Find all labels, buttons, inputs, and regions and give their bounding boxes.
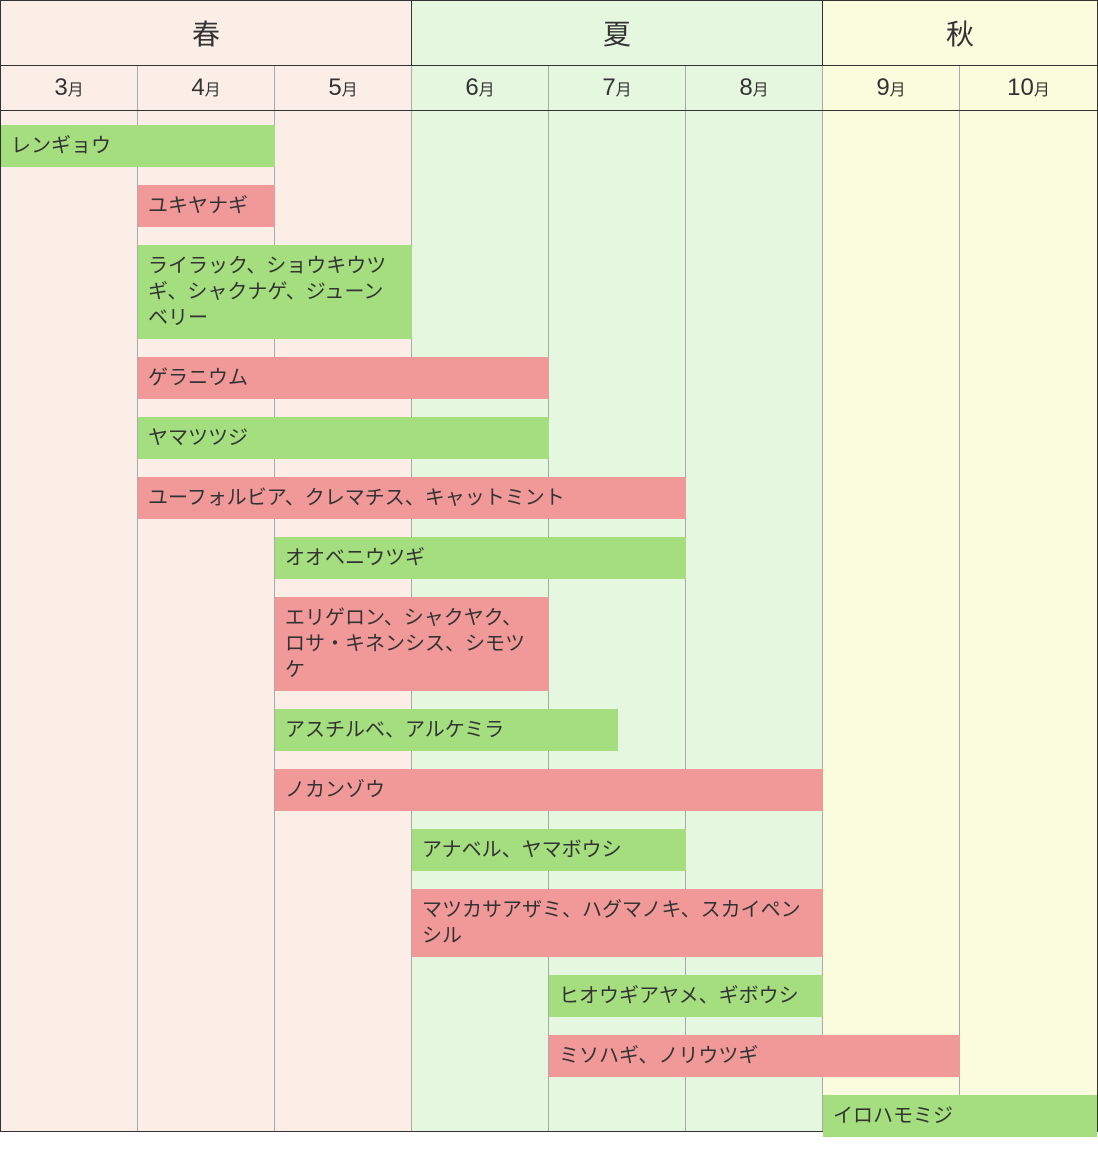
season-header-cell: 春 <box>1 1 412 65</box>
flowering-bar: マツカサアザミ、ハグマノキ、スカイペンシル <box>412 889 823 957</box>
month-label: 6月 <box>465 82 494 99</box>
season-header-cell: 秋 <box>823 1 1097 65</box>
bar-row: レンギョウ <box>1 121 1097 171</box>
month-label: 5月 <box>328 82 357 99</box>
month-number: 6 <box>465 74 478 101</box>
month-number: 5 <box>328 74 341 101</box>
season-label: 秋 <box>946 19 974 50</box>
month-label: 10月 <box>1007 82 1050 99</box>
month-suffix: 月 <box>753 82 769 99</box>
month-number: 10 <box>1007 74 1034 101</box>
bar-label: ユキヤナギ <box>148 193 248 219</box>
flowering-bar: ノカンゾウ <box>275 769 823 811</box>
month-header-cell: 7月 <box>549 66 686 110</box>
month-suffix: 月 <box>479 82 495 99</box>
month-header-cell: 9月 <box>823 66 960 110</box>
season-header-row: 春夏秋 <box>1 1 1097 66</box>
month-number: 8 <box>739 74 752 101</box>
bar-row: アナベル、ヤマボウシ <box>1 825 1097 875</box>
month-suffix: 月 <box>890 82 906 99</box>
month-suffix: 月 <box>68 82 84 99</box>
bar-label: レンギョウ <box>11 133 111 159</box>
chart-body: レンギョウユキヤナギライラック、ショウキウツギ、シャクナゲ、ジューンベリーゲラニ… <box>1 111 1097 1131</box>
flowering-bar: ライラック、ショウキウツギ、シャクナゲ、ジューンベリー <box>138 245 412 339</box>
bar-row: ヤマツツジ <box>1 413 1097 463</box>
bar-label: イロハモミジ <box>833 1103 953 1129</box>
bar-label: エリゲロン、シャクヤク、ロサ・キネンシス、シモツケ <box>285 605 539 683</box>
bar-label: アスチルベ、アルケミラ <box>285 717 504 743</box>
month-header-cell: 6月 <box>412 66 549 110</box>
month-header-cell: 4月 <box>138 66 275 110</box>
bar-label: ヒオウギアヤメ、ギボウシ <box>559 983 799 1009</box>
flowering-bar: ミソハギ、ノリウツギ <box>549 1035 960 1077</box>
flowering-bar: レンギョウ <box>1 125 275 167</box>
bar-row: ライラック、ショウキウツギ、シャクナゲ、ジューンベリー <box>1 241 1097 343</box>
bar-label: マツカサアザミ、ハグマノキ、スカイペンシル <box>422 897 813 949</box>
month-suffix: 月 <box>616 82 632 99</box>
bar-row: ユキヤナギ <box>1 181 1097 231</box>
bar-label: アナベル、ヤマボウシ <box>422 837 622 863</box>
bar-label: オオベニウツギ <box>285 545 425 571</box>
month-label: 8月 <box>739 82 768 99</box>
flowering-bar: イロハモミジ <box>823 1095 1097 1137</box>
bar-rows: レンギョウユキヤナギライラック、ショウキウツギ、シャクナゲ、ジューンベリーゲラニ… <box>1 111 1097 1141</box>
bar-row: ユーフォルビア、クレマチス、キャットミント <box>1 473 1097 523</box>
bar-row: ミソハギ、ノリウツギ <box>1 1031 1097 1081</box>
flowering-bar: ユキヤナギ <box>138 185 275 227</box>
bar-label: ゲラニウム <box>148 365 248 391</box>
flowering-bar: ゲラニウム <box>138 357 549 399</box>
month-suffix: 月 <box>205 82 221 99</box>
flowering-bar: アナベル、ヤマボウシ <box>412 829 686 871</box>
month-label: 3月 <box>54 82 83 99</box>
bar-row: エリゲロン、シャクヤク、ロサ・キネンシス、シモツケ <box>1 593 1097 695</box>
bar-row: ゲラニウム <box>1 353 1097 403</box>
bar-label: ノカンゾウ <box>285 777 385 803</box>
month-number: 7 <box>602 74 615 101</box>
bar-label: ユーフォルビア、クレマチス、キャットミント <box>148 485 565 511</box>
month-label: 7月 <box>602 82 631 99</box>
month-header-cell: 5月 <box>275 66 412 110</box>
month-number: 4 <box>191 74 204 101</box>
month-header-cell: 10月 <box>960 66 1097 110</box>
bar-label: ライラック、ショウキウツギ、シャクナゲ、ジューンベリー <box>148 253 402 331</box>
bar-row: マツカサアザミ、ハグマノキ、スカイペンシル <box>1 885 1097 961</box>
flowering-bar: アスチルベ、アルケミラ <box>275 709 618 751</box>
flowering-bar: ヒオウギアヤメ、ギボウシ <box>549 975 823 1017</box>
month-header-cell: 8月 <box>686 66 823 110</box>
month-header-row: 3月4月5月6月7月8月9月10月 <box>1 66 1097 111</box>
month-number: 3 <box>54 74 67 101</box>
month-header-cell: 3月 <box>1 66 138 110</box>
season-label: 夏 <box>603 19 631 50</box>
month-suffix: 月 <box>342 82 358 99</box>
flowering-bar: エリゲロン、シャクヤク、ロサ・キネンシス、シモツケ <box>275 597 549 691</box>
flowering-bar: ヤマツツジ <box>138 417 549 459</box>
season-header-cell: 夏 <box>412 1 823 65</box>
month-number: 9 <box>876 74 889 101</box>
bar-label: ミソハギ、ノリウツギ <box>559 1043 758 1069</box>
season-label: 春 <box>192 19 220 50</box>
bar-row: ヒオウギアヤメ、ギボウシ <box>1 971 1097 1021</box>
flowering-gantt-chart: 春夏秋3月4月5月6月7月8月9月10月レンギョウユキヤナギライラック、ショウキ… <box>0 0 1098 1132</box>
month-suffix: 月 <box>1034 82 1050 99</box>
month-label: 4月 <box>191 82 220 99</box>
flowering-bar: ユーフォルビア、クレマチス、キャットミント <box>138 477 686 519</box>
bar-row: オオベニウツギ <box>1 533 1097 583</box>
bar-row: イロハモミジ <box>1 1091 1097 1141</box>
bar-label: ヤマツツジ <box>148 425 248 451</box>
flowering-bar: オオベニウツギ <box>275 537 686 579</box>
month-label: 9月 <box>876 82 905 99</box>
bar-row: ノカンゾウ <box>1 765 1097 815</box>
bar-row: アスチルベ、アルケミラ <box>1 705 1097 755</box>
